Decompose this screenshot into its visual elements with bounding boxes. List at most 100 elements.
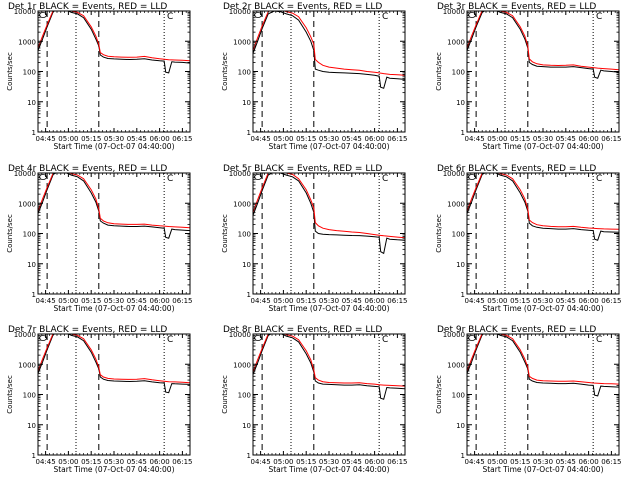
x-tick-label: 06:00 (150, 135, 170, 143)
x-tick-label: 05:45 (556, 297, 576, 305)
x-tick-label: 04:45 (465, 458, 485, 466)
y-axis-label: Counts/sec (221, 52, 229, 91)
panel-title: Det 6r BLACK = Events, RED = LLD (437, 164, 596, 174)
x-axis-label: Start Time (07-Oct-07 04:40:00) (268, 142, 389, 151)
x-tick-label: 05:00 (58, 135, 78, 143)
y-tick-label: 100 (238, 69, 251, 77)
x-tick-label: 06:15 (601, 458, 621, 466)
x-tick-label: 05:45 (342, 297, 362, 305)
series-line-events (253, 334, 405, 400)
corner-marker: C (382, 12, 388, 22)
y-tick-label: 10 (27, 261, 36, 269)
x-tick-label: 05:00 (58, 297, 78, 305)
y-tick-label: 100 (23, 69, 36, 77)
plot-frame (37, 333, 191, 456)
series-line-lld (38, 173, 190, 229)
y-tick-label: 10 (456, 99, 465, 107)
x-tick-label: 06:00 (365, 297, 385, 305)
y-tick-label: 100 (23, 392, 36, 400)
x-tick-label: 06:15 (172, 297, 192, 305)
x-tick-label: 05:30 (319, 458, 339, 466)
x-tick-label: 06:15 (601, 135, 621, 143)
y-tick-label: 1000 (233, 361, 251, 369)
x-tick-label: 05:45 (127, 458, 147, 466)
y-tick-label: 100 (452, 231, 465, 239)
corner-marker: C (167, 335, 173, 345)
x-tick-label: 06:00 (150, 297, 170, 305)
x-tick-label: 05:15 (510, 297, 530, 305)
corner-marker: C (596, 335, 602, 345)
x-tick-label: 06:00 (579, 135, 599, 143)
y-tick-label: 10000 (229, 170, 251, 178)
y-tick-label: 1 (461, 129, 465, 137)
start-marker (468, 12, 476, 18)
x-axis-label: Start Time (07-Oct-07 04:40:00) (482, 465, 603, 474)
y-tick-label: 10 (27, 422, 36, 430)
plot-frame (37, 172, 191, 295)
y-tick-label: 10 (242, 99, 251, 107)
series-line-events (467, 11, 619, 79)
x-axis-label: Start Time (07-Oct-07 04:40:00) (53, 142, 174, 151)
x-tick-label: 05:15 (296, 135, 316, 143)
plot-frame (252, 172, 406, 295)
x-tick-label: 05:45 (127, 297, 147, 305)
x-tick-label: 06:00 (365, 458, 385, 466)
start-marker (468, 174, 476, 180)
x-tick-label: 05:15 (510, 458, 530, 466)
y-tick-label: 1000 (18, 361, 36, 369)
x-tick-label: 06:15 (387, 458, 407, 466)
y-tick-label: 10000 (14, 170, 36, 178)
y-tick-label: 100 (238, 392, 251, 400)
y-axis-label: Counts/sec (435, 375, 443, 414)
y-tick-label: 1000 (233, 200, 251, 208)
y-axis-label: Counts/sec (435, 214, 443, 253)
x-tick-label: 06:15 (387, 297, 407, 305)
y-tick-label: 100 (23, 231, 36, 239)
start-marker (39, 174, 47, 180)
series-line-events (467, 173, 619, 241)
y-tick-label: 10000 (14, 331, 36, 339)
x-tick-label: 06:00 (579, 297, 599, 305)
panel-title: Det 3r BLACK = Events, RED = LLD (437, 2, 596, 12)
x-tick-label: 05:45 (342, 135, 362, 143)
x-tick-label: 05:45 (556, 135, 576, 143)
x-tick-label: 05:30 (104, 135, 124, 143)
x-axis-label: Start Time (07-Oct-07 04:40:00) (482, 142, 603, 151)
series-line-lld (253, 173, 405, 239)
y-tick-label: 100 (452, 69, 465, 77)
y-tick-label: 10 (242, 422, 251, 430)
series-line-lld (467, 334, 619, 385)
y-axis-label: Counts/sec (221, 214, 229, 253)
x-tick-label: 04:45 (465, 297, 485, 305)
y-tick-label: 10 (27, 99, 36, 107)
series-line-events (467, 334, 619, 397)
corner-marker: C (596, 12, 602, 22)
x-tick-label: 05:15 (510, 135, 530, 143)
x-tick-label: 05:00 (487, 135, 507, 143)
start-marker (39, 335, 47, 341)
y-tick-label: 100 (452, 392, 465, 400)
x-tick-label: 05:30 (533, 135, 553, 143)
y-tick-label: 1000 (18, 200, 36, 208)
x-tick-label: 05:00 (487, 458, 507, 466)
x-tick-label: 05:30 (104, 458, 124, 466)
plot-frame (252, 333, 406, 456)
corner-marker: C (596, 174, 602, 184)
x-tick-label: 05:30 (533, 458, 553, 466)
y-tick-label: 10 (242, 261, 251, 269)
y-tick-label: 1 (461, 291, 465, 299)
x-tick-label: 05:30 (533, 297, 553, 305)
corner-marker: C (382, 174, 388, 184)
corner-marker: C (382, 335, 388, 345)
panel-title: Det 9r BLACK = Events, RED = LLD (437, 325, 596, 335)
x-tick-label: 05:15 (81, 297, 101, 305)
x-tick-label: 06:15 (172, 458, 192, 466)
plot-frame (466, 333, 620, 456)
x-tick-label: 05:00 (58, 458, 78, 466)
y-tick-label: 10000 (14, 8, 36, 16)
panel-title: Det 8r BLACK = Events, RED = LLD (223, 325, 382, 335)
